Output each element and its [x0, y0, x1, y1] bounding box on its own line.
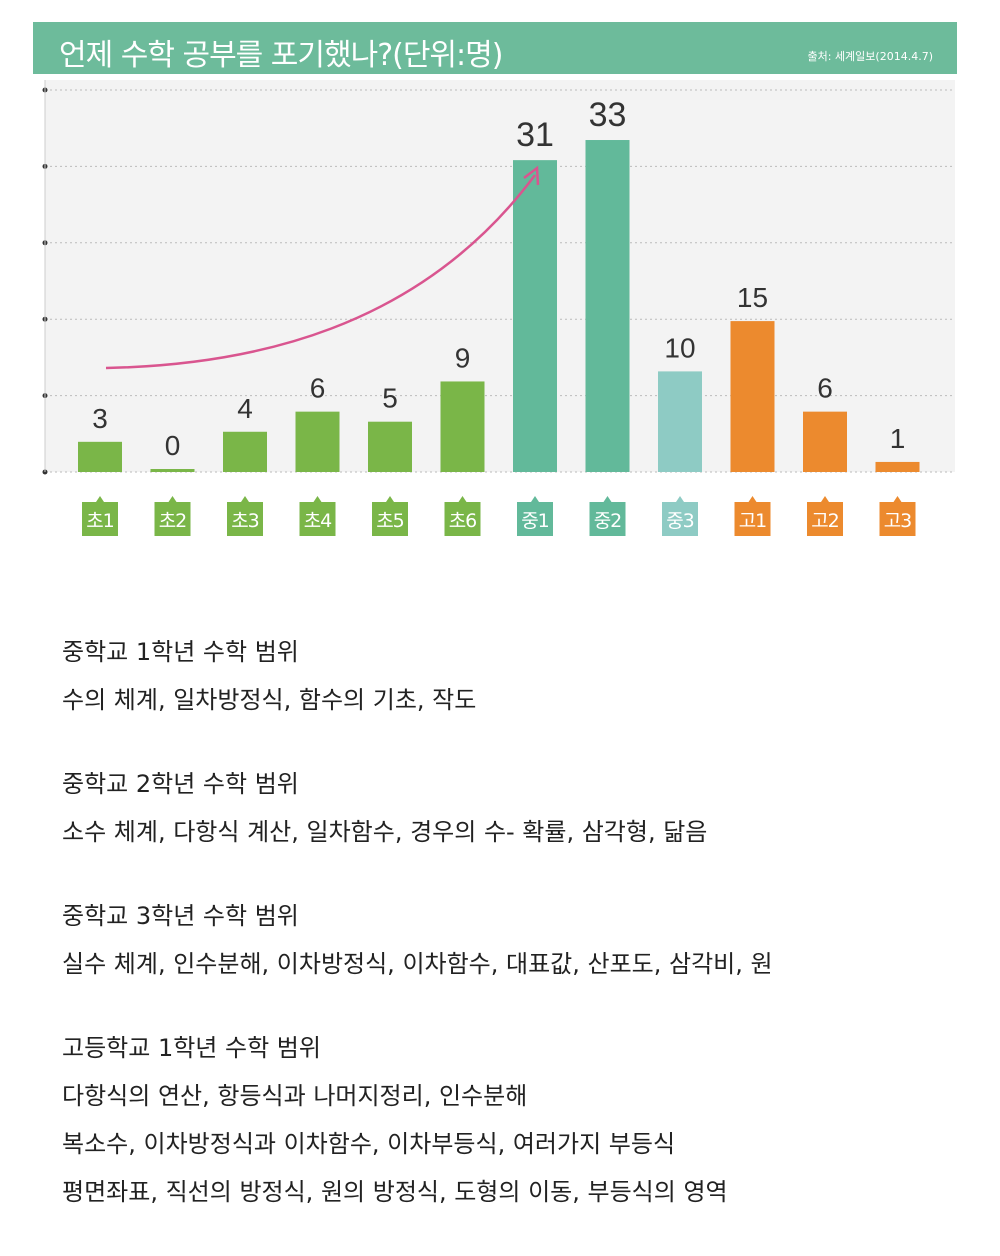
x-tick-label: 초4 — [304, 510, 332, 532]
bar — [295, 411, 340, 472]
category-tag — [299, 496, 336, 536]
note-line: 다항식의 연산, 항등식과 나머지정리, 인수분해 — [62, 1082, 528, 1110]
x-tick-label: 초2 — [159, 510, 187, 532]
data-label: 10 — [664, 332, 695, 363]
bar — [150, 469, 195, 472]
data-label: 5 — [382, 383, 398, 414]
bar — [513, 160, 557, 472]
x-tick-label: 중2 — [594, 510, 622, 532]
category-tag — [589, 496, 626, 536]
category-tag — [879, 496, 916, 536]
data-label: 31 — [516, 116, 554, 154]
bar — [658, 371, 702, 472]
data-label: 6 — [817, 373, 833, 404]
arrow-head-icon — [523, 165, 540, 186]
note-line: 평면좌표, 직선의 방정식, 원의 방정식, 도형의 이동, 부등식의 영역 — [62, 1178, 728, 1206]
data-label: 15 — [737, 282, 768, 313]
x-tick-label: 초6 — [449, 510, 477, 532]
x-tick-label: 고1 — [739, 510, 767, 532]
note-heading: 중학교 3학년 수학 범위 — [62, 902, 299, 930]
bar — [78, 441, 122, 472]
chart-title-bar: 언제 수학 공부를 포기했나?(단위:명) 출처: 세계일보(2014.4.7) — [33, 22, 957, 74]
data-label: 9 — [455, 342, 471, 373]
category-tag — [517, 496, 553, 536]
bar — [730, 321, 775, 472]
data-label: 3 — [92, 403, 108, 434]
trend-arrow — [105, 174, 537, 370]
x-tick-label: 초3 — [231, 510, 259, 532]
bar — [223, 431, 267, 472]
note-line: 복소수, 이차방정식과 이차함수, 이차부등식, 여러가지 부등식 — [62, 1130, 676, 1158]
data-label: 33 — [589, 96, 627, 134]
category-tag — [372, 496, 408, 536]
category-tag — [444, 496, 481, 536]
data-label: 1 — [890, 423, 906, 454]
category-tag — [807, 496, 843, 536]
data-label: 4 — [237, 393, 253, 424]
note-line: 실수 체계, 인수분해, 이차방정식, 이차함수, 대표값, 산포도, 삼각비,… — [62, 950, 773, 978]
bar — [875, 461, 920, 472]
category-tag — [662, 496, 698, 536]
chart-source: 출처: 세계일보(2014.4.7) — [807, 50, 934, 63]
note-line: 수의 체계, 일차방정식, 함수의 기초, 작도 — [62, 686, 477, 714]
chart-title: 언제 수학 공부를 포기했나?(단위:명) — [59, 38, 503, 73]
x-tick-label: 중1 — [521, 510, 549, 532]
note-heading: 중학교 1학년 수학 범위 — [62, 638, 299, 666]
plot-area — [45, 80, 955, 472]
data-label: 0 — [165, 430, 181, 461]
data-label: 6 — [310, 373, 326, 404]
note-heading: 중학교 2학년 수학 범위 — [62, 770, 299, 798]
x-tick-label: 고3 — [884, 510, 912, 532]
x-tick-label: 중3 — [666, 510, 694, 532]
category-tag — [227, 496, 263, 536]
bar — [368, 421, 412, 472]
category-tag — [82, 496, 118, 536]
category-tag — [734, 496, 771, 536]
bar — [803, 411, 847, 472]
bar-chart: 3 초1 0 초2 4 초3 6 초4 5 초5 9 초6 31 중1 33 중2 10 중3 15 고1 6 고2 1 고3 — [42, 80, 955, 536]
note-line: 소수 체계, 다항식 계산, 일차함수, 경우의 수- 확률, 삼각형, 닮음 — [62, 818, 708, 846]
x-tick-label: 초1 — [86, 510, 114, 532]
category-tag — [154, 496, 191, 536]
x-tick-label: 고2 — [811, 510, 839, 532]
note-heading: 고등학교 1학년 수학 범위 — [62, 1034, 321, 1062]
bar — [440, 381, 485, 472]
x-tick-label: 초5 — [376, 510, 404, 532]
bar — [585, 140, 630, 472]
